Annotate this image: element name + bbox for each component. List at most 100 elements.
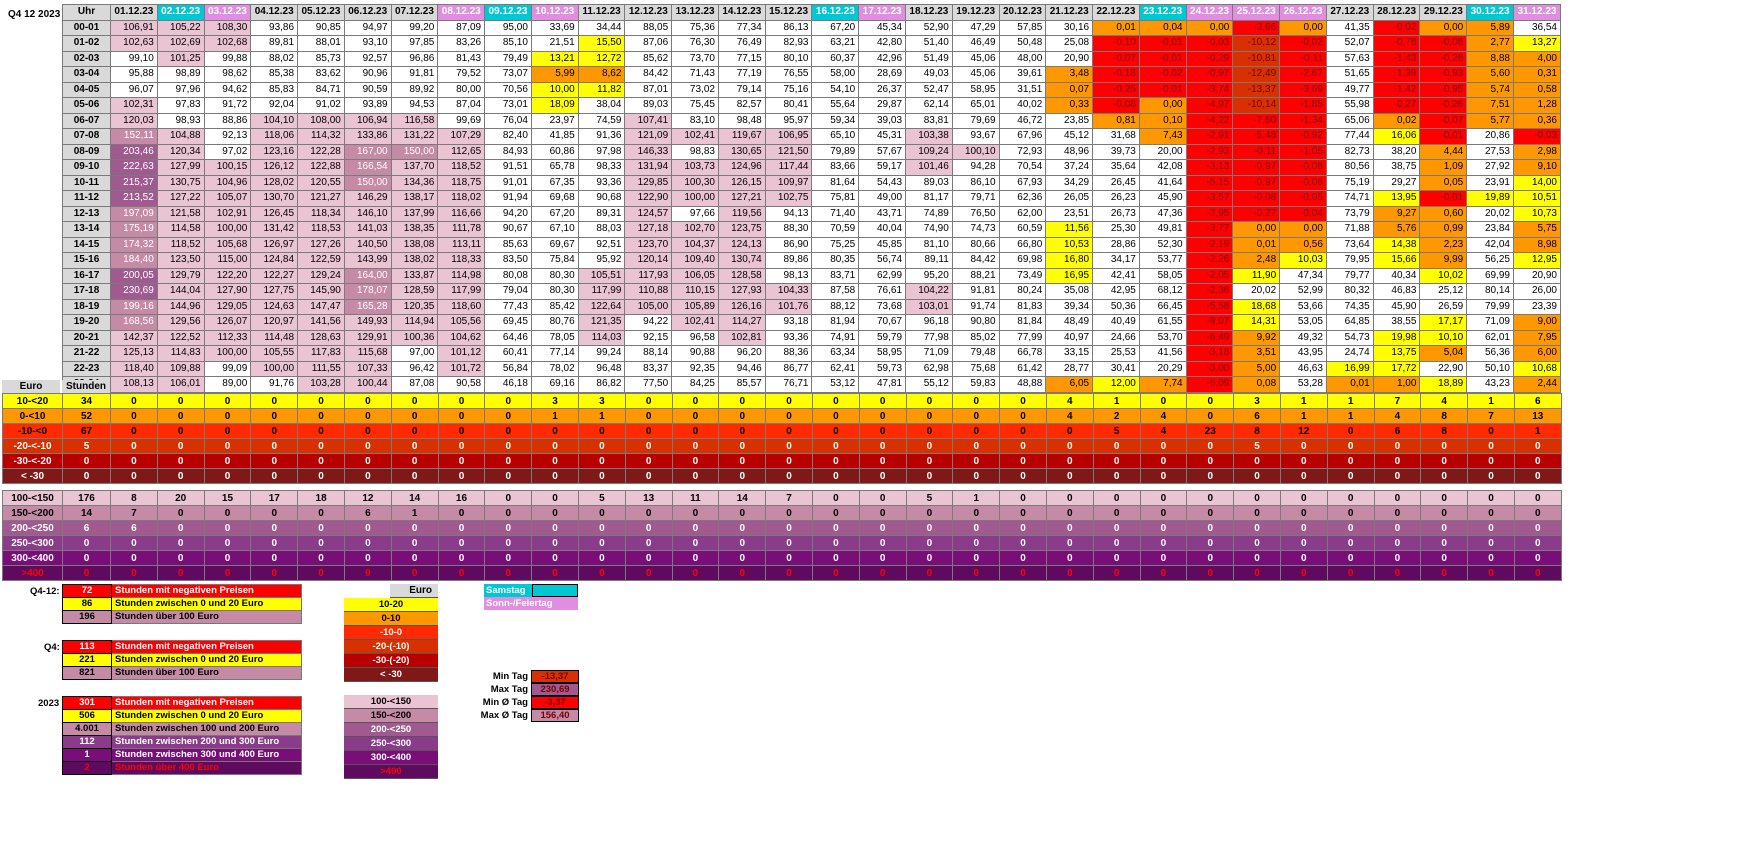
count-cell: 0 xyxy=(437,423,486,439)
price-cell: 11,56 xyxy=(1045,221,1094,238)
price-cell: 122,27 xyxy=(250,267,299,284)
stat-value: 230,69 xyxy=(531,683,579,696)
price-cell: 21,51 xyxy=(530,35,579,52)
count-cell: 0 xyxy=(1045,535,1094,551)
price-cell: 79,71 xyxy=(951,190,1000,207)
price-cell: 99,10 xyxy=(110,50,158,67)
count-cell: 0 xyxy=(999,550,1047,566)
count-row: 0-<10 52 0 0 0 0 0 0 0 0 0 1 1 0 0 0 0 0 0 0 0 0 4 2 4 0 6 1 1 4 8 7 13 xyxy=(2,408,1562,424)
price-cell: 104,22 xyxy=(905,283,953,300)
price-cell: 126,97 xyxy=(250,236,299,253)
summary-row: 4.001 Stunden zwischen 100 und 200 Euro xyxy=(62,722,302,736)
price-cell: 85,02 xyxy=(951,329,1000,346)
count-row: 200-<250 6 6 0 0 0 0 0 0 0 0 0 0 0 0 0 0 0 0 0 0 0 0 0 0 0 0 0 0 0 0 0 0 xyxy=(2,520,1562,536)
price-cell: 59,17 xyxy=(858,159,907,176)
count-cell: 0 xyxy=(1233,490,1281,506)
summary-row: 301 Stunden mit negativen Preisen xyxy=(62,696,302,710)
price-cell: 123,16 xyxy=(250,143,299,160)
price-cell: 93,36 xyxy=(577,174,626,191)
count-cell: 0 xyxy=(624,550,673,566)
legend-item: -10-0 xyxy=(344,626,438,640)
price-row: 14-15 174,32 118,52 105,68 126,97 127,26 140,5… xyxy=(62,236,1562,253)
count-cell: 0 xyxy=(905,565,954,581)
count-cell: 0 xyxy=(156,520,205,536)
price-cell: 91,81 xyxy=(951,283,1000,300)
price-cell: -4,22 xyxy=(1185,112,1234,129)
count-cell: 0 xyxy=(811,565,860,581)
price-cell: 100,10 xyxy=(951,143,1000,160)
price-cell: -5,58 xyxy=(1185,298,1234,315)
summary-text: Stunden mit negativen Preisen xyxy=(112,640,302,654)
price-cell: 85,73 xyxy=(297,50,345,67)
count-cell: 0 xyxy=(1279,550,1328,566)
count-cell: 0 xyxy=(297,423,345,439)
price-cell: 53,12 xyxy=(811,376,860,393)
summary-row: 821 Stunden über 100 Euro xyxy=(62,666,302,680)
price-cell: 76,30 xyxy=(671,35,719,52)
price-cell: 9,10 xyxy=(1512,159,1562,176)
count-cell: 0 xyxy=(484,393,533,409)
price-cell: 9,27 xyxy=(1372,205,1421,222)
price-cell: 74,73 xyxy=(951,221,1000,238)
price-cell: 20,86 xyxy=(1466,128,1514,145)
count-cell: 0 xyxy=(437,453,486,469)
price-cell: 85,10 xyxy=(484,35,532,52)
count-cell: 4 xyxy=(1373,408,1422,424)
price-cell: 0,36 xyxy=(1512,112,1562,129)
legend-item: 200-<250 xyxy=(344,723,438,737)
count-cell: 0 xyxy=(343,535,392,551)
price-cell: 75,16 xyxy=(764,81,813,98)
price-cell: 117,83 xyxy=(297,345,345,362)
price-cell: 88,01 xyxy=(297,35,345,52)
count-cell: 0 xyxy=(1513,468,1562,484)
price-cell: 10,68 xyxy=(1512,360,1562,377)
price-cell: 122,88 xyxy=(297,159,345,176)
price-cell: 60,41 xyxy=(484,345,532,362)
price-cell: -3,18 xyxy=(1185,345,1234,362)
price-cell: 72,93 xyxy=(998,143,1047,160)
sunday-legend: Sonn-/Feiertag xyxy=(484,597,578,610)
price-cell: 11,82 xyxy=(577,81,626,98)
price-cell: 79,77 xyxy=(1325,267,1374,284)
count-cell: 0 xyxy=(1420,453,1469,469)
price-cell: 0,60 xyxy=(1419,205,1468,222)
hour-label: 08-09 xyxy=(62,143,111,160)
date-header: 23.12.23 xyxy=(1138,4,1187,21)
price-cell: 79,95 xyxy=(1325,252,1374,269)
price-cell: 58,95 xyxy=(951,81,1000,98)
count-cell: 0 xyxy=(1045,490,1094,506)
price-cell: 43,23 xyxy=(1466,376,1514,393)
count-cell: 0 xyxy=(343,520,392,536)
count-cell: 0 xyxy=(858,490,907,506)
price-cell: 73,49 xyxy=(998,267,1047,284)
price-cell: 88,36 xyxy=(764,345,813,362)
price-cell: 51,49 xyxy=(905,50,953,67)
count-cell: 12 xyxy=(343,490,392,506)
price-cell: 99,69 xyxy=(437,112,486,129)
price-cell: 40,97 xyxy=(1045,329,1094,346)
count-cell: 0 xyxy=(858,550,907,566)
price-cell: 102,41 xyxy=(671,314,719,331)
count-cell: 0 xyxy=(577,468,626,484)
price-cell: 77,99 xyxy=(998,329,1047,346)
price-cell: 62,98 xyxy=(905,360,953,377)
price-cell: -3,00 xyxy=(1185,360,1234,377)
count-cell: 0 xyxy=(1467,490,1515,506)
count-cell: 0 xyxy=(999,468,1047,484)
price-cell: 126,15 xyxy=(717,174,766,191)
price-cell: -0,97 xyxy=(1185,66,1234,83)
price-cell: 67,20 xyxy=(811,19,860,36)
count-cell: 3 xyxy=(577,393,626,409)
price-cell: 23,39 xyxy=(1512,298,1562,315)
count-cell: 0 xyxy=(952,550,1001,566)
count-cell: 0 xyxy=(1513,565,1562,581)
price-cell: 140,50 xyxy=(343,236,392,253)
price-cell: 52,90 xyxy=(905,19,953,36)
price-cell: 109,88 xyxy=(156,360,205,377)
price-cell: 53,05 xyxy=(1279,314,1327,331)
price-cell: 0,04 xyxy=(1138,19,1187,36)
price-cell: 88,14 xyxy=(624,345,673,362)
hour-label: 20-21 xyxy=(62,329,111,346)
price-cell: 97,98 xyxy=(577,143,626,160)
price-cell: 7,51 xyxy=(1466,97,1514,114)
